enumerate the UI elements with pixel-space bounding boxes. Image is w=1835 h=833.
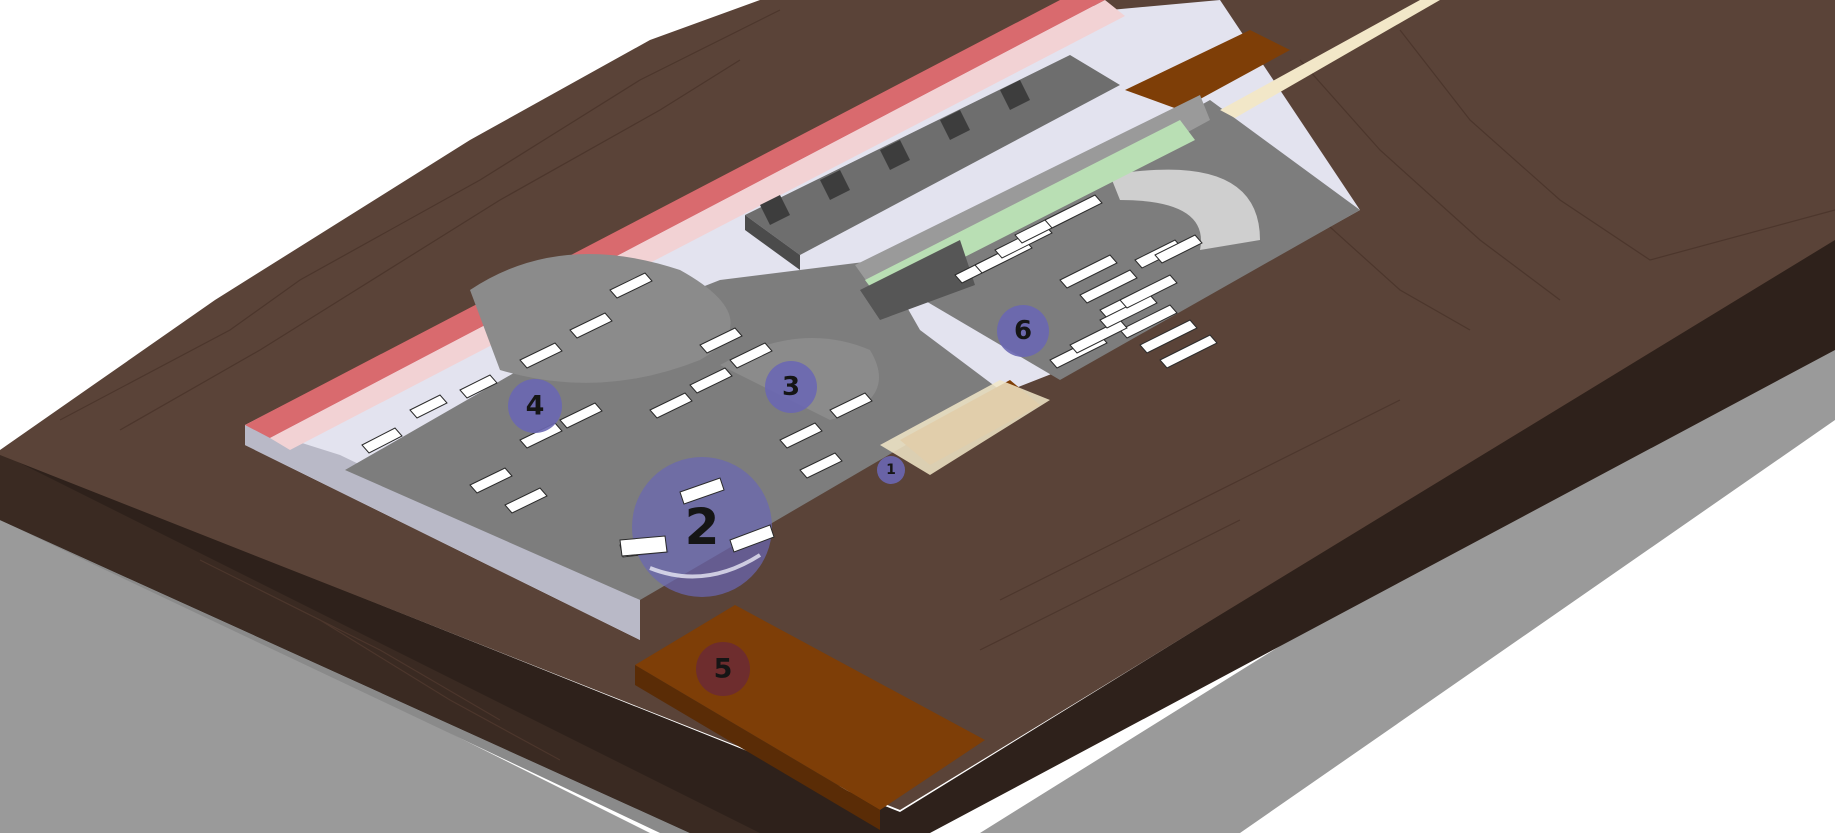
zone-marker-3: 3: [765, 361, 817, 413]
zone-marker-1: 1: [877, 456, 905, 484]
zone-markers: 1 2 3 4 5 6: [508, 305, 1049, 696]
zone-marker-5: 5: [696, 642, 750, 696]
zone-marker-2: 2: [619, 457, 775, 597]
zone-marker-3-label: 3: [782, 372, 800, 402]
zone-marker-5-label: 5: [714, 654, 733, 685]
zone-marker-4: 4: [508, 379, 562, 433]
buses: [361, 194, 1218, 558]
zone-marker-6-label: 6: [1014, 316, 1032, 346]
terminal-buildings: [745, 55, 1210, 320]
perimeter-wall: [245, 0, 1125, 450]
zone-marker-1-label: 1: [886, 462, 896, 478]
zone-marker-6: 6: [997, 305, 1049, 357]
zone-marker-4-label: 4: [526, 391, 545, 422]
zone-marker-2-label: 2: [685, 498, 720, 556]
terrain-side: [0, 235, 1835, 833]
